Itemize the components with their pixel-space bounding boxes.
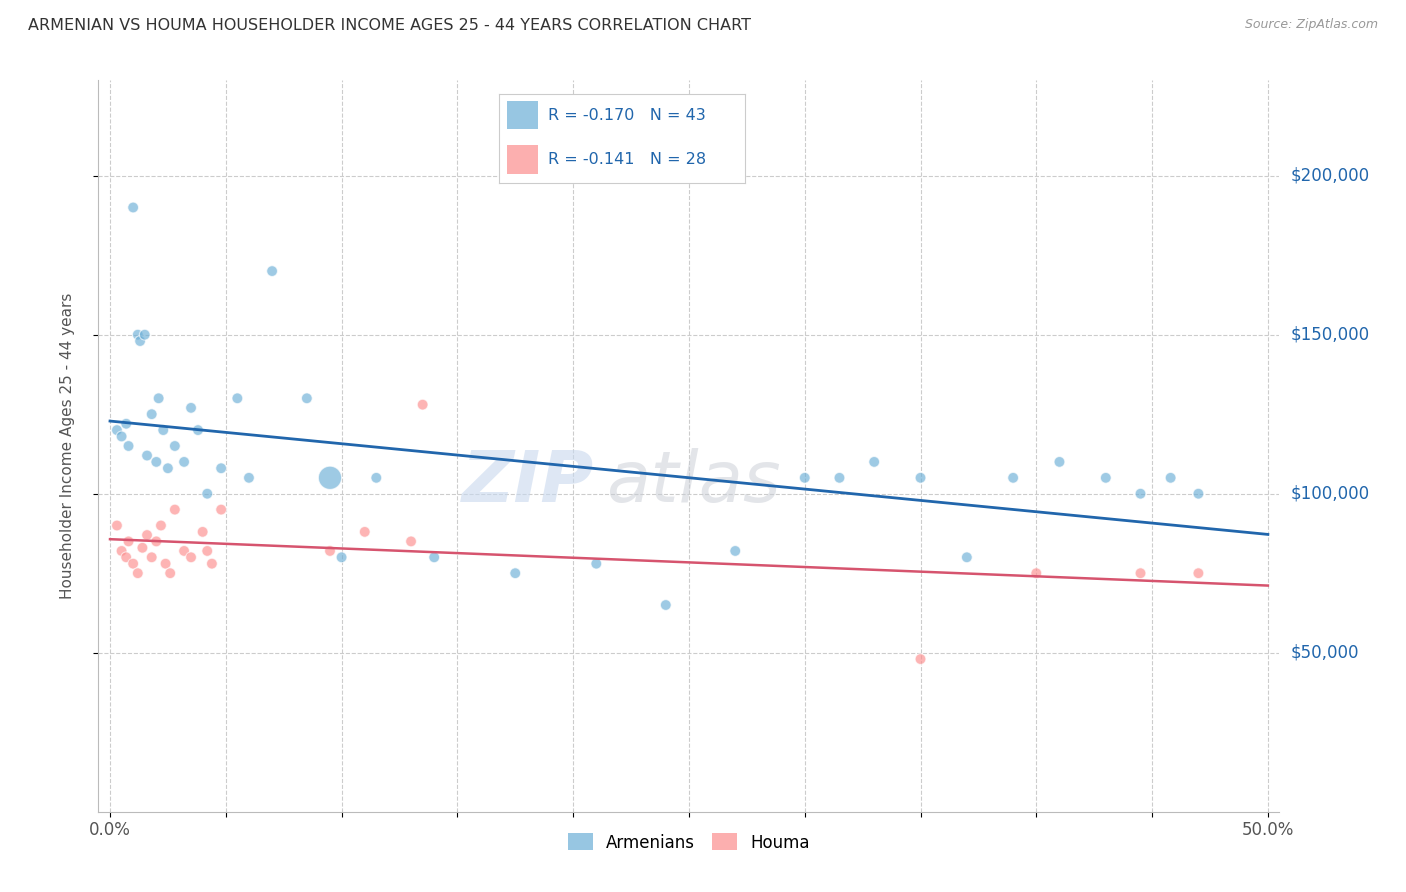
- Point: [110, 429, 132, 443]
- Point: [155, 557, 177, 571]
- Point: [412, 398, 434, 412]
- Point: [152, 423, 174, 437]
- Point: [366, 471, 388, 485]
- Point: [136, 528, 159, 542]
- Point: [127, 327, 149, 342]
- Text: $50,000: $50,000: [1291, 644, 1360, 662]
- Point: [1129, 486, 1152, 500]
- Point: [1187, 486, 1209, 500]
- Text: ZIP: ZIP: [463, 448, 595, 517]
- Point: [956, 550, 979, 565]
- Text: R = -0.141   N = 28: R = -0.141 N = 28: [548, 153, 706, 167]
- Point: [173, 455, 195, 469]
- Point: [163, 439, 186, 453]
- Point: [910, 471, 932, 485]
- Point: [1129, 566, 1152, 581]
- Point: [1025, 566, 1047, 581]
- Point: [180, 401, 202, 415]
- Point: [1049, 455, 1071, 469]
- Point: [141, 407, 163, 421]
- Point: [105, 518, 128, 533]
- Point: [226, 392, 249, 406]
- Legend: Armenians, Houma: Armenians, Houma: [561, 827, 817, 858]
- Point: [191, 524, 214, 539]
- Point: [353, 524, 375, 539]
- Point: [156, 461, 179, 475]
- Point: [262, 264, 284, 278]
- Point: [180, 550, 202, 565]
- Point: [319, 471, 342, 485]
- Point: [117, 534, 139, 549]
- Point: [195, 486, 218, 500]
- Point: [330, 550, 353, 565]
- Point: [503, 566, 526, 581]
- Point: [399, 534, 422, 549]
- Point: [209, 461, 232, 475]
- Point: [163, 502, 186, 516]
- Text: Source: ZipAtlas.com: Source: ZipAtlas.com: [1244, 18, 1378, 31]
- Bar: [506, 101, 538, 129]
- Point: [863, 455, 886, 469]
- Point: [149, 518, 172, 533]
- Point: [145, 534, 167, 549]
- Point: [136, 449, 159, 463]
- Text: ARMENIAN VS HOUMA HOUSEHOLDER INCOME AGES 25 - 44 YEARS CORRELATION CHART: ARMENIAN VS HOUMA HOUSEHOLDER INCOME AGE…: [28, 18, 751, 33]
- Point: [195, 544, 218, 558]
- Point: [209, 502, 232, 516]
- Point: [423, 550, 446, 565]
- Point: [201, 557, 224, 571]
- Text: atlas: atlas: [606, 448, 780, 517]
- Text: R = -0.170   N = 43: R = -0.170 N = 43: [548, 108, 706, 122]
- Point: [148, 392, 170, 406]
- Text: $200,000: $200,000: [1291, 167, 1369, 185]
- Point: [131, 541, 153, 555]
- Point: [122, 201, 145, 215]
- Point: [122, 557, 145, 571]
- Point: [187, 423, 209, 437]
- Point: [129, 334, 152, 348]
- Point: [105, 423, 128, 437]
- Text: $100,000: $100,000: [1291, 484, 1369, 503]
- Point: [1094, 471, 1116, 485]
- Point: [1187, 566, 1209, 581]
- Point: [145, 455, 167, 469]
- Point: [828, 471, 851, 485]
- Point: [134, 327, 156, 342]
- Point: [141, 550, 163, 565]
- Point: [319, 544, 342, 558]
- Point: [238, 471, 260, 485]
- Point: [115, 550, 138, 565]
- Point: [159, 566, 181, 581]
- Point: [117, 439, 139, 453]
- Point: [910, 652, 932, 666]
- Point: [793, 471, 815, 485]
- Bar: [506, 145, 538, 174]
- Point: [1002, 471, 1025, 485]
- Point: [115, 417, 138, 431]
- Y-axis label: Householder Income Ages 25 - 44 years: Householder Income Ages 25 - 44 years: [60, 293, 75, 599]
- Point: [127, 566, 149, 581]
- Point: [585, 557, 607, 571]
- Point: [724, 544, 747, 558]
- Point: [655, 598, 678, 612]
- Point: [173, 544, 195, 558]
- Point: [295, 392, 318, 406]
- Text: $150,000: $150,000: [1291, 326, 1369, 343]
- Point: [1160, 471, 1182, 485]
- Point: [110, 544, 132, 558]
